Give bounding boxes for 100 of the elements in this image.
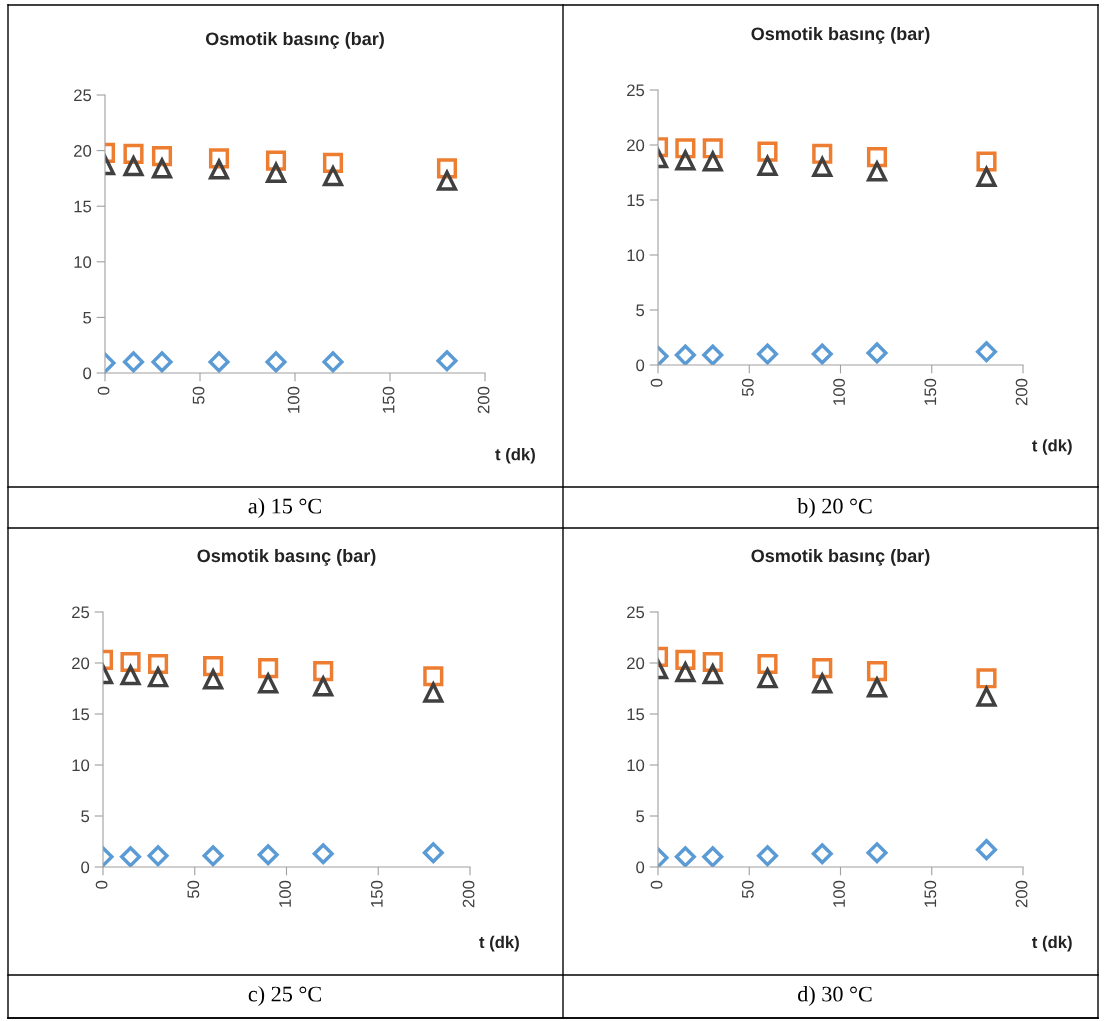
y-tick-label: 20 <box>627 139 645 152</box>
point <box>202 845 224 867</box>
chart-title: Osmotik basınç (bar) <box>205 31 384 49</box>
point <box>812 156 833 178</box>
point <box>265 351 287 373</box>
point <box>976 151 997 172</box>
point <box>756 153 779 176</box>
point <box>674 846 696 867</box>
x-tick-label: 0 <box>650 880 663 889</box>
x-tick-label: 50 <box>187 880 200 899</box>
y-tick-label: 20 <box>72 657 90 670</box>
point <box>147 653 169 675</box>
point <box>975 839 998 861</box>
point <box>975 684 998 707</box>
text: d) 30 °C <box>798 985 872 1007</box>
point <box>757 668 778 689</box>
x-axis-title: t (dk) <box>1032 935 1072 952</box>
point <box>866 677 888 698</box>
x-tick-label: 100 <box>833 880 845 907</box>
point <box>756 845 779 867</box>
point <box>147 667 169 688</box>
point <box>702 151 723 172</box>
point <box>436 158 458 179</box>
y-tick-label: 0 <box>636 861 645 874</box>
y-tick-label: 15 <box>72 708 90 721</box>
x-axis-title: t (dk) <box>495 448 535 464</box>
point <box>151 158 173 179</box>
y-tick-label: 5 <box>81 810 90 823</box>
x-tick-label: 150 <box>924 378 937 405</box>
point <box>674 344 696 365</box>
text: c) 25 °C <box>248 985 321 1007</box>
y-tick-label: 15 <box>627 194 645 207</box>
point <box>203 655 224 677</box>
y-tick-label: 5 <box>636 304 645 317</box>
point <box>208 159 230 180</box>
y-tick-label: 15 <box>627 708 645 721</box>
point <box>757 141 778 162</box>
chart-title: Osmotik basınç (bar) <box>751 548 930 566</box>
y-tick-label: 25 <box>72 606 90 619</box>
y-tick-label: 10 <box>627 249 645 262</box>
point <box>675 150 696 171</box>
point <box>122 351 145 373</box>
y-tick-label: 25 <box>627 84 645 97</box>
text: a) 15 °C <box>248 497 321 519</box>
point <box>975 341 998 363</box>
point <box>675 662 696 683</box>
y-tick-label: 20 <box>627 657 645 670</box>
point <box>151 146 173 167</box>
point <box>322 166 344 187</box>
point <box>866 161 888 182</box>
y-tick-label: 5 <box>83 311 92 324</box>
point <box>422 842 444 864</box>
point <box>812 658 833 679</box>
x-tick-label: 0 <box>650 378 663 387</box>
point <box>811 343 833 365</box>
x-tick-label: 150 <box>924 880 937 907</box>
x-axis-title: t (dk) <box>1032 439 1072 455</box>
point <box>756 343 779 365</box>
point <box>120 665 141 686</box>
point <box>123 156 144 177</box>
point <box>258 658 279 679</box>
point <box>322 351 344 373</box>
y-tick-label: 15 <box>74 200 92 213</box>
point <box>313 676 334 697</box>
x-tick-label: 200 <box>1015 378 1028 406</box>
point <box>811 843 833 865</box>
x-axis-title: t (dk) <box>479 935 519 952</box>
point <box>265 160 287 183</box>
point <box>257 844 279 866</box>
x-tick-label: 200 <box>1015 880 1028 908</box>
x-tick-label: 150 <box>382 386 395 413</box>
y-tick-label: 20 <box>74 145 92 157</box>
point <box>322 152 344 173</box>
point <box>866 661 888 682</box>
x-tick-label: 150 <box>370 880 383 907</box>
point <box>203 669 224 690</box>
x-tick-label: 200 <box>477 386 490 414</box>
point <box>423 666 444 687</box>
chart-title: Osmotik basınç (bar) <box>751 26 930 44</box>
point <box>757 653 778 675</box>
y-tick-label: 5 <box>636 810 645 823</box>
y-tick-label: 25 <box>74 89 92 102</box>
point <box>702 344 724 365</box>
y-tick-label: 25 <box>627 606 645 619</box>
chart-title: Osmotik basınç (bar) <box>197 548 376 566</box>
point <box>151 351 173 373</box>
point <box>702 846 724 867</box>
point <box>702 138 723 159</box>
point <box>866 342 888 364</box>
point <box>265 150 287 171</box>
point <box>208 148 230 169</box>
y-tick-label: 10 <box>627 759 645 772</box>
point <box>119 846 142 867</box>
point <box>312 843 334 865</box>
y-tick-label: 10 <box>74 256 92 268</box>
point <box>975 164 998 187</box>
point <box>436 168 458 191</box>
x-tick-label: 50 <box>192 386 205 405</box>
x-tick-label: 100 <box>287 386 300 413</box>
x-tick-label: 50 <box>741 378 754 397</box>
